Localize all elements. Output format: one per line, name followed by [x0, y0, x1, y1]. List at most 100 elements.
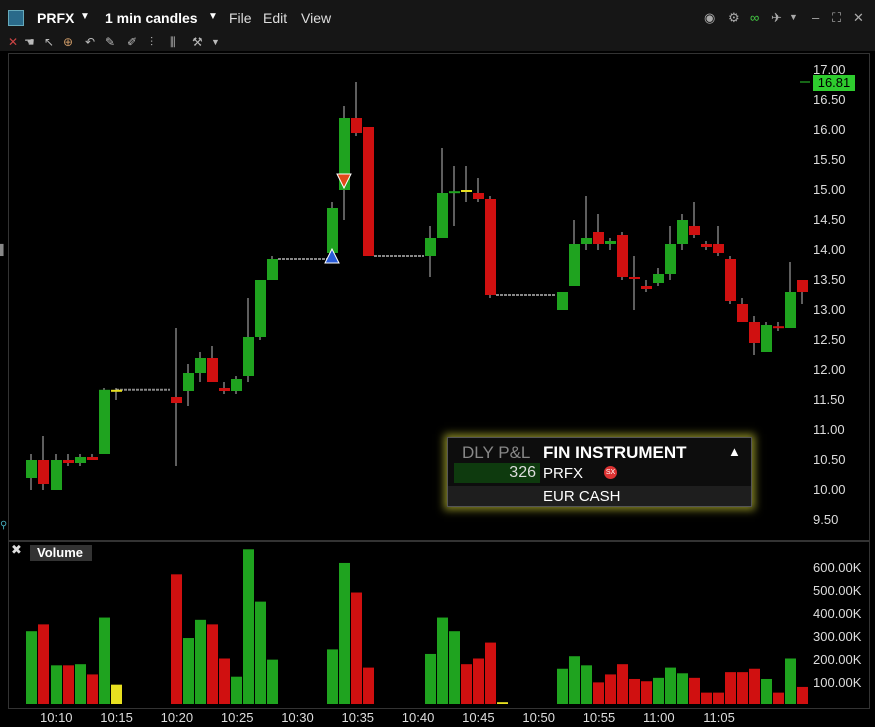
- close-volume-icon[interactable]: ✖: [11, 542, 22, 557]
- volume-bar: [51, 665, 62, 704]
- volume-bar: [111, 684, 122, 704]
- volume-bar: [267, 659, 278, 704]
- menu-edit[interactable]: Edit: [263, 10, 288, 26]
- sort-ascending-icon[interactable]: ▲: [728, 444, 741, 459]
- price-axis-label: 14.00: [813, 242, 846, 257]
- price-axis-label: 13.00: [813, 302, 846, 317]
- side-marker-icon: ▌: [0, 245, 8, 256]
- volume-chart-panel[interactable]: [8, 541, 870, 709]
- time-axis-label: 10:50: [522, 710, 555, 725]
- candle-body: [99, 389, 110, 454]
- candle-body: [653, 274, 664, 283]
- price-axis-label: 10.00: [813, 482, 846, 497]
- candle-body: [171, 397, 182, 403]
- volume-axis-label: 400.00K: [813, 606, 862, 621]
- candle-body: [761, 325, 772, 352]
- delete-tool-icon[interactable]: ✕: [8, 35, 19, 49]
- scale-tool-icon[interactable]: ⫼: [170, 35, 176, 49]
- volume-bar: [449, 631, 460, 704]
- volume-bar: [183, 638, 194, 704]
- undo-tool-icon[interactable]: ↶: [85, 35, 96, 49]
- maximize-icon[interactable]: ⛶: [832, 10, 842, 25]
- pnl-column-header[interactable]: DLY P&L: [462, 443, 531, 462]
- pointer-tool-icon[interactable]: ☚: [24, 35, 35, 49]
- interval-selector[interactable]: 1 min candles: [105, 10, 198, 26]
- position-tooltip: DLY P&L FIN INSTRUMENT ▲ 326 PRFX SX EUR…: [447, 437, 752, 507]
- volume-bar: [737, 672, 748, 704]
- chat-icon[interactable]: ◉: [704, 10, 716, 25]
- crosshair-tool-icon[interactable]: ⊕: [63, 35, 74, 49]
- candle-body: [581, 238, 592, 244]
- link-icon[interactable]: ∞: [750, 10, 760, 25]
- volume-bar: [473, 658, 484, 704]
- candle-body: [425, 238, 436, 256]
- volume-bar: [75, 664, 86, 704]
- volume-bar: [749, 668, 760, 704]
- price-chart-panel[interactable]: [8, 53, 870, 541]
- close-icon[interactable]: ✕: [853, 10, 864, 25]
- candle-body: [38, 460, 49, 484]
- candle-body: [749, 322, 760, 343]
- candle-body: [183, 373, 194, 391]
- candle-body: [557, 292, 568, 310]
- volume-title: Volume: [30, 545, 92, 561]
- chevron-down-icon[interactable]: ▼: [80, 11, 90, 22]
- chevron-down-icon[interactable]: ▼: [789, 12, 798, 22]
- volume-bar: [725, 672, 736, 704]
- price-axis-label: 12.00: [813, 362, 846, 377]
- volume-bar: [617, 664, 628, 704]
- candle-body: [773, 326, 784, 329]
- instrument-column-header[interactable]: FIN INSTRUMENT: [543, 443, 687, 462]
- candle-body: [243, 337, 254, 376]
- drawing-toolbar: [0, 33, 875, 51]
- candle-body: [231, 379, 242, 391]
- last-price-badge: 16.81: [813, 75, 855, 91]
- brush-tool-icon[interactable]: ✐: [127, 35, 138, 49]
- volume-bar: [171, 574, 182, 704]
- menu-view[interactable]: View: [301, 10, 332, 26]
- candle-body: [207, 358, 218, 382]
- menu-file[interactable]: File: [229, 10, 252, 26]
- time-axis-label: 10:40: [401, 710, 435, 725]
- volume-bar: [327, 649, 338, 704]
- minimize-icon[interactable]: –: [812, 10, 820, 25]
- volume-axis-label: 500.00K: [813, 583, 862, 598]
- volume-bar: [351, 592, 362, 704]
- candle-body: [785, 292, 796, 328]
- candle-body: [111, 389, 122, 392]
- time-axis-label: 10:20: [160, 710, 194, 725]
- volume-bar: [485, 642, 496, 704]
- wrench-icon[interactable]: ⚒: [192, 35, 203, 49]
- pnl-value: 326: [454, 463, 540, 483]
- candle-body: [267, 259, 278, 280]
- time-axis-label: 10:10: [40, 710, 73, 725]
- candle-body: [363, 127, 374, 256]
- volume-bar: [26, 631, 37, 704]
- bars-tool-icon[interactable]: ⫶: [150, 35, 154, 49]
- volume-bar: [437, 617, 448, 704]
- chevron-down-icon[interactable]: ▼: [211, 37, 220, 47]
- volume-bar: [785, 658, 796, 704]
- candle-body: [485, 199, 496, 295]
- candle-body: [593, 232, 604, 244]
- volume-bar: [569, 656, 580, 704]
- volume-bar: [231, 676, 242, 704]
- symbol-selector[interactable]: PRFX: [37, 10, 75, 26]
- pin-icon[interactable]: ✈: [771, 10, 782, 25]
- candle-body: [327, 208, 338, 253]
- annotation-tool-icon[interactable]: ✎: [105, 35, 116, 49]
- candle-body: [87, 457, 98, 460]
- instrument-symbol: PRFX: [543, 465, 584, 482]
- cursor-tool-icon[interactable]: ↖: [44, 35, 55, 49]
- volume-axis-label: 300.00K: [813, 629, 862, 644]
- volume-axis-label: 600.00K: [813, 560, 862, 575]
- chevron-down-icon[interactable]: ▼: [208, 11, 218, 22]
- volume-bar: [38, 624, 49, 704]
- candle-body: [713, 244, 724, 253]
- candle-body: [629, 277, 640, 279]
- volume-bar: [605, 674, 616, 704]
- time-axis-label: 10:25: [220, 710, 254, 725]
- gear-icon[interactable]: ⚙: [728, 10, 740, 25]
- candle-body: [26, 460, 37, 478]
